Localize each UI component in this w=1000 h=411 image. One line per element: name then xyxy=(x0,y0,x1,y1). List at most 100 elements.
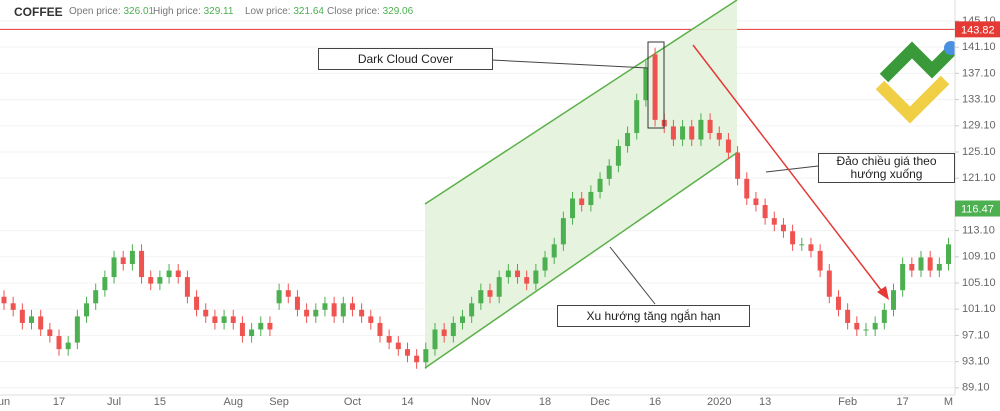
candle-body xyxy=(460,316,465,323)
candle-body xyxy=(698,119,704,140)
candle-body xyxy=(294,296,300,310)
stat: Low price: 321.64 xyxy=(245,6,324,17)
candle-body xyxy=(258,322,264,330)
stat-label: Close price: xyxy=(327,6,380,17)
candle-body xyxy=(148,277,154,284)
candle-body xyxy=(359,309,365,317)
candle-body xyxy=(203,309,209,317)
candle-body xyxy=(340,303,346,317)
candle-body xyxy=(725,139,731,153)
stat-label: Low price: xyxy=(245,6,291,17)
candle-body xyxy=(872,322,878,330)
candle-body xyxy=(65,342,71,350)
candle-body xyxy=(689,126,695,140)
candle-body xyxy=(212,316,218,323)
y-tick-label: 101.10 xyxy=(962,303,996,315)
x-tick-label: Sep xyxy=(269,396,289,408)
x-tick-label: M xyxy=(944,396,953,408)
candle-body xyxy=(560,218,566,245)
candle-body xyxy=(230,316,236,323)
price-tag-label: 116.47 xyxy=(961,203,994,215)
candle-body xyxy=(771,218,777,225)
x-tick-label: Feb xyxy=(838,396,857,408)
candle-body xyxy=(38,316,44,330)
candle-body xyxy=(551,244,557,258)
candle-body xyxy=(643,67,649,101)
candle-body xyxy=(56,336,62,350)
candle-body xyxy=(194,296,200,310)
candle-body xyxy=(239,322,245,337)
pattern-box xyxy=(647,41,665,129)
annotation: Xu hướng tăng ngắn hạn xyxy=(557,305,750,327)
candle-body xyxy=(762,205,768,219)
candle-body xyxy=(349,303,355,310)
candle-body xyxy=(322,303,328,310)
annotation: Đảo chiều giá theo hướng xuống xyxy=(818,153,955,183)
candle-body xyxy=(478,290,484,304)
candle-body xyxy=(414,355,420,363)
candle-body xyxy=(102,277,108,291)
candle-body xyxy=(487,290,493,297)
candle-body xyxy=(496,277,502,297)
candle-body xyxy=(735,152,741,179)
candle-body xyxy=(29,316,35,323)
candle-body xyxy=(175,270,181,278)
candle-body xyxy=(588,191,594,206)
candle-body xyxy=(946,244,952,264)
candle-body xyxy=(808,244,814,251)
candle-body xyxy=(716,132,722,140)
stat-value: 329.11 xyxy=(203,6,234,17)
candle-body xyxy=(909,263,915,271)
x-tick-label: 17 xyxy=(53,396,65,408)
candle-body xyxy=(111,257,117,278)
candle-body xyxy=(139,250,145,278)
y-tick-label: 97.10 xyxy=(962,329,990,341)
y-tick-label: 129.10 xyxy=(962,120,996,132)
y-tick-label: 137.10 xyxy=(962,67,996,79)
y-tick-label: 105.10 xyxy=(962,277,996,289)
price-tag xyxy=(955,21,1000,38)
x-tick-label: Aug xyxy=(223,396,243,408)
candle-body xyxy=(854,322,860,330)
symbol: COFFEE xyxy=(14,5,63,19)
y-tick-label: 125.10 xyxy=(962,146,996,158)
candle-body xyxy=(267,322,273,330)
price-tag xyxy=(955,200,1000,217)
x-tick-label: 15 xyxy=(154,396,166,408)
x-tick-label: 14 xyxy=(401,396,413,408)
candle-body xyxy=(680,126,686,140)
candle-body xyxy=(936,263,942,271)
candle-body xyxy=(505,270,511,278)
candle-body xyxy=(799,244,805,246)
candle-body xyxy=(285,290,291,297)
arrow-head xyxy=(877,286,889,300)
candle-body xyxy=(331,303,337,317)
candle-body xyxy=(826,270,832,297)
candle-body xyxy=(377,322,383,337)
y-tick-label: 113.10 xyxy=(962,224,995,236)
candle-body xyxy=(625,132,631,147)
candle-body xyxy=(780,224,786,232)
y-tick-label: 141.10 xyxy=(962,41,996,53)
candle-body xyxy=(93,290,99,304)
x-tick-label: un xyxy=(0,396,10,408)
x-tick-label: Oct xyxy=(344,396,361,408)
candle-body xyxy=(47,329,53,337)
stat-label: High price: xyxy=(153,6,201,17)
candle-body xyxy=(184,277,190,297)
candle-body xyxy=(221,316,227,323)
candle-body xyxy=(313,309,319,317)
candle-body xyxy=(404,349,410,356)
stat-value: 321.64 xyxy=(293,6,324,17)
candle-body xyxy=(395,342,401,350)
stat-value: 329.06 xyxy=(382,6,414,17)
candle-body xyxy=(835,296,841,310)
candle-body xyxy=(707,119,713,133)
candle-body xyxy=(423,349,429,363)
candle-body xyxy=(533,270,539,284)
x-tick-label: Nov xyxy=(471,396,491,408)
candle-body xyxy=(304,309,310,317)
annotation: Dark Cloud Cover xyxy=(318,48,493,70)
